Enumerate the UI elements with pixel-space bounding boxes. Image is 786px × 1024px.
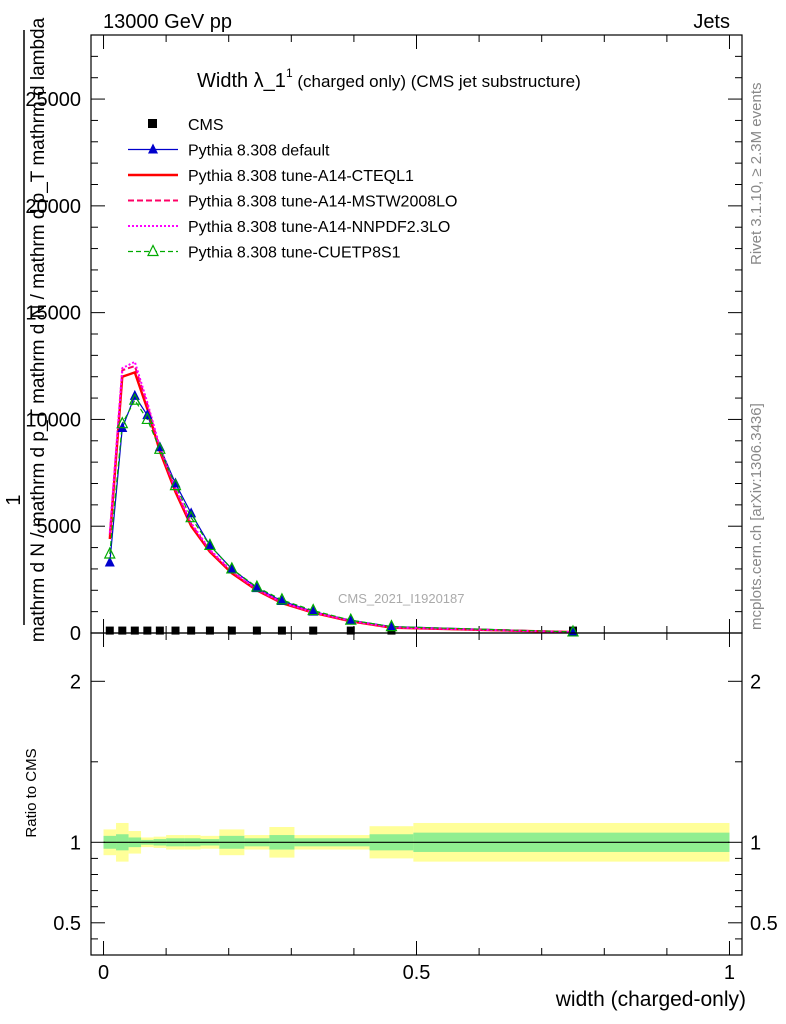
main-ylabel: 1 mathrm d N / mathrm d p_T mathrm d N /…	[3, 17, 49, 642]
main-ytick-label: 0	[70, 623, 81, 645]
ratio-plot-frame	[90, 632, 743, 956]
ratio-ytick-label: 0.5	[53, 913, 81, 935]
ratio-ytick-label: 2	[70, 671, 81, 693]
point-default	[345, 614, 356, 625]
analysis-watermark: CMS_2021_I1920187	[338, 591, 465, 606]
plot-title-sup: 1	[286, 66, 293, 80]
plot-title: Width λ_11 (charged only) (CMS jet subst…	[197, 66, 581, 92]
cms-data-point	[155, 626, 164, 635]
point-cuetp8s1	[185, 510, 198, 523]
header-energy-label: 13000 GeV pp	[103, 11, 232, 33]
point-default	[251, 582, 262, 593]
plot-title-suffix: (charged only) (CMS jet substructure)	[293, 72, 581, 91]
point-default	[104, 556, 115, 567]
main-plot-area: 0 5000 10000 15000 20000 25000	[25, 34, 743, 645]
cms-data-point	[171, 626, 180, 635]
cms-data-point	[205, 626, 214, 635]
cms-data-point	[277, 626, 286, 635]
ratio-ytick-label-right: 2	[750, 671, 761, 693]
main-ytick-label: 15000	[25, 303, 81, 325]
legend-marker-default	[148, 143, 158, 154]
point-cuetp8s1	[307, 603, 320, 616]
cms-data-point	[252, 626, 261, 635]
cms-data-point	[227, 626, 236, 635]
ratio-ytick-label-right: 1	[750, 832, 761, 854]
xtick-labels: 0 0.5 1	[98, 962, 735, 984]
ratio-ytick-labels: 0.5 0.5 1 1 2 2	[53, 671, 778, 935]
legend-label-cuetp8s1: Pythia 8.308 tune-CUETP8S1	[188, 245, 401, 262]
point-cuetp8s1	[225, 561, 238, 574]
point-default	[226, 562, 237, 573]
legend-marker-cuetp8s1	[147, 244, 159, 257]
series-line-nnpdf	[108, 360, 574, 634]
legend-label-cteql1: Pythia 8.308 tune-A14-CTEQL1	[188, 168, 414, 185]
xlabel: width (charged-only)	[555, 988, 746, 1011]
mcplots-label: mcplots.cern.ch [arXiv:1306.3436]	[748, 403, 765, 630]
ylabel-denominator: mathrm d N / mathrm d p_T mathrm d N / m…	[28, 17, 49, 642]
point-cuetp8s1	[169, 478, 182, 491]
header-category-label: Jets	[693, 11, 730, 33]
ratio-ytick-label-right: 0.5	[750, 913, 778, 935]
main-markers-group	[103, 389, 579, 637]
xtick-label: 0	[98, 962, 109, 984]
point-default	[204, 539, 215, 550]
ratio-ylabel: Ratio to CMS	[23, 748, 40, 837]
point-cuetp8s1	[153, 441, 166, 454]
point-cuetp8s1	[250, 579, 263, 592]
cms-data-point	[130, 626, 139, 635]
legend-marker-cms	[148, 119, 157, 128]
point-cuetp8s1	[103, 546, 116, 559]
main-ytick-label: 20000	[25, 196, 81, 218]
point-default	[276, 594, 287, 605]
xtick-label: 1	[724, 962, 735, 984]
main-axis-ticks	[91, 35, 742, 634]
point-cuetp8s1	[385, 619, 398, 632]
main-ytick-label: 5000	[37, 516, 82, 538]
cms-data-point	[346, 626, 355, 635]
main-ytick-label: 25000	[25, 89, 81, 111]
legend-label-mstw: Pythia 8.308 tune-A14-MSTW2008LO	[188, 194, 457, 211]
ratio-ytick-label: 1	[70, 832, 81, 854]
point-cuetp8s1	[275, 592, 288, 605]
plot-title-main: Width λ_1	[197, 70, 286, 92]
main-ytick-label: 10000	[25, 409, 81, 431]
legend-label-default: Pythia 8.308 default	[188, 143, 330, 160]
cms-data-point	[143, 626, 152, 635]
legend: CMS Pythia 8.308 default Pythia 8.308 tune…	[128, 117, 457, 262]
cms-data-point	[309, 626, 318, 635]
point-default	[386, 620, 397, 631]
point-cuetp8s1	[116, 416, 129, 429]
cms-data-point	[118, 626, 127, 635]
point-cuetp8s1	[128, 392, 141, 405]
ratio-axis-ticks	[91, 633, 742, 955]
main-ytick-labels: 0 5000 10000 15000 20000 25000	[25, 89, 81, 645]
point-default	[308, 605, 319, 616]
point-default	[117, 421, 128, 432]
ylabel-numerator: 1	[3, 494, 25, 505]
xtick-label: 0.5	[403, 962, 431, 984]
point-cuetp8s1	[141, 412, 154, 425]
cms-data-point	[187, 626, 196, 635]
legend-label-cms: CMS	[188, 117, 224, 134]
cms-data-point	[105, 626, 114, 635]
point-cuetp8s1	[567, 624, 579, 637]
legend-label-nnpdf: Pythia 8.308 tune-A14-NNPDF2.3LO	[188, 219, 450, 236]
series-line-mstw	[108, 364, 574, 634]
rivet-label: Rivet 3.1.10, ≥ 2.3M events	[748, 83, 765, 266]
point-cuetp8s1	[344, 612, 357, 625]
point-cuetp8s1	[203, 538, 216, 551]
ratio-plot-area: 0.5 0.51 12 2 0 0.5 1	[53, 632, 778, 984]
